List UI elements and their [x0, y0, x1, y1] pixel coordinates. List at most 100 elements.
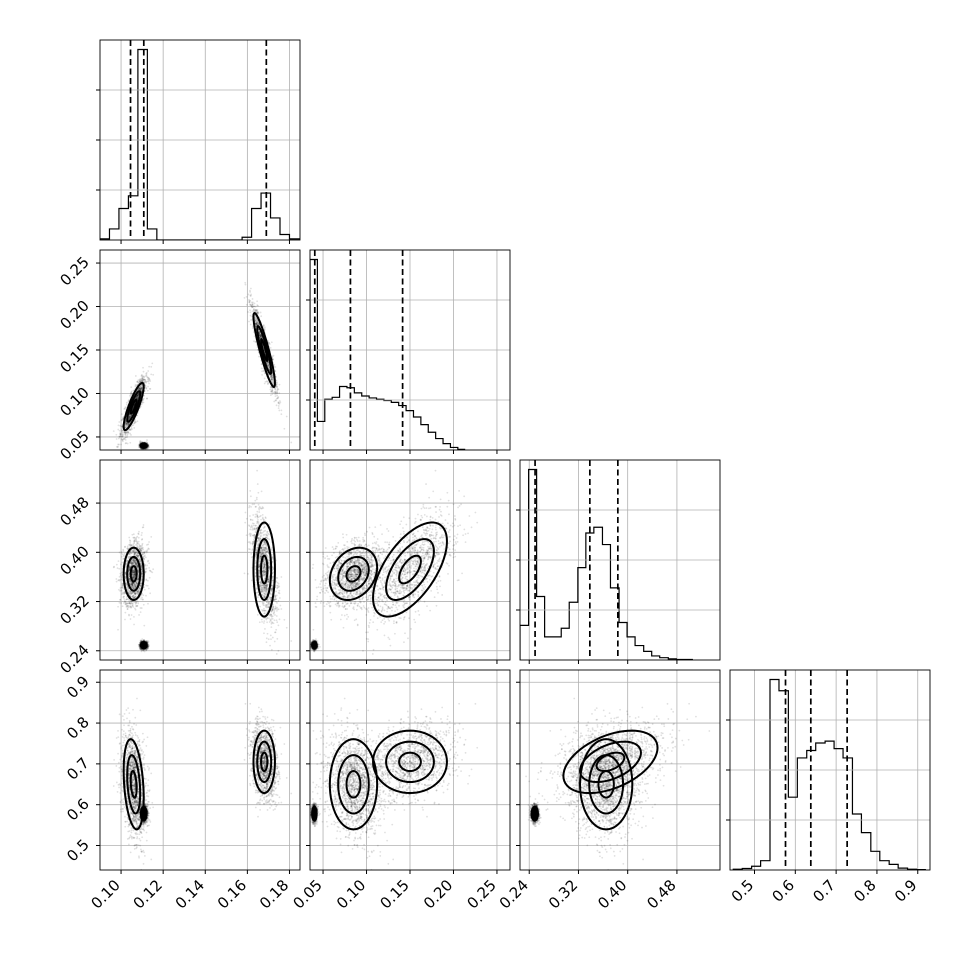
- sample-point: [266, 361, 269, 364]
- sample-point: [271, 380, 274, 383]
- sample-point: [133, 573, 136, 575]
- sample-point: [276, 391, 279, 394]
- sample-point: [143, 564, 146, 567]
- sample-point: [134, 551, 136, 554]
- sample-point: [135, 595, 137, 597]
- sample-point: [129, 592, 132, 595]
- sample-point: [267, 363, 269, 366]
- sample-point: [256, 322, 259, 324]
- sample-point: [136, 394, 139, 396]
- sample-point: [127, 422, 130, 425]
- sample-point: [139, 548, 141, 551]
- sample-point: [261, 373, 263, 376]
- sample-point: [133, 570, 136, 572]
- sample-point: [129, 393, 132, 396]
- sample-point: [255, 309, 258, 312]
- sample-point: [129, 415, 132, 418]
- sample-point: [273, 363, 276, 366]
- sample-point: [129, 594, 132, 597]
- sample-point: [137, 396, 139, 399]
- sample-point: [125, 422, 128, 425]
- sample-point: [118, 429, 121, 432]
- sample-point: [145, 594, 147, 597]
- sample-point: [135, 540, 138, 542]
- sample-point: [134, 383, 137, 386]
- sample-point: [132, 560, 134, 563]
- sample-point: [144, 384, 147, 387]
- sample-point: [125, 403, 128, 406]
- sample-point: [249, 291, 251, 293]
- sample-point: [124, 423, 127, 426]
- sample-point: [125, 422, 128, 425]
- sample-point: [269, 394, 272, 397]
- sample-point: [124, 426, 127, 429]
- sample-point: [278, 392, 281, 395]
- sample-point: [125, 442, 128, 444]
- sample-point: [146, 380, 149, 383]
- sample-point: [136, 395, 139, 398]
- sample-point: [256, 300, 259, 303]
- sample-point: [148, 382, 150, 385]
- sample-point: [142, 401, 145, 404]
- sample-point: [253, 340, 255, 343]
- sample-point: [124, 407, 126, 410]
- sample-point: [142, 378, 145, 381]
- sample-point: [122, 418, 124, 421]
- sample-point: [124, 422, 127, 425]
- sample-point: [132, 424, 135, 427]
- sample-point: [131, 585, 133, 587]
- sample-point: [146, 548, 149, 551]
- sample-point: [136, 564, 138, 567]
- sample-point: [132, 585, 135, 587]
- sample-point: [135, 590, 138, 593]
- sample-point: [148, 576, 151, 579]
- sample-point: [274, 388, 276, 390]
- sample-point: [122, 558, 124, 560]
- sample-point: [121, 438, 124, 441]
- sample-point: [144, 381, 147, 383]
- sample-point: [148, 566, 151, 569]
- sample-point: [117, 628, 119, 631]
- sample-point: [127, 423, 130, 425]
- sample-point: [254, 318, 257, 321]
- sample-point: [121, 435, 124, 438]
- sample-point: [138, 442, 141, 445]
- sample-point: [255, 323, 257, 326]
- sample-point: [128, 429, 131, 431]
- sample-point: [269, 376, 272, 379]
- sample-point: [136, 555, 139, 558]
- sample-point: [126, 436, 128, 439]
- sample-point: [120, 438, 123, 440]
- sample-point: [133, 573, 135, 576]
- sample-point: [269, 388, 272, 391]
- sample-point: [140, 565, 143, 568]
- sample-point: [138, 444, 141, 446]
- sample-point: [140, 388, 142, 391]
- sample-point: [143, 378, 146, 381]
- sample-point: [143, 378, 146, 381]
- sample-point: [270, 386, 273, 389]
- sample-point: [136, 546, 139, 549]
- sample-point: [136, 551, 138, 554]
- sample-point: [129, 579, 131, 581]
- sample-point: [266, 362, 269, 365]
- sample-point: [137, 567, 139, 570]
- sample-point: [128, 417, 131, 419]
- sample-point: [141, 378, 143, 381]
- sample-point: [120, 551, 123, 553]
- sample-point: [135, 605, 138, 608]
- sample-point: [253, 308, 255, 311]
- sample-point: [257, 304, 259, 307]
- sample-point: [249, 311, 252, 314]
- sample-point: [259, 335, 262, 338]
- sample-point: [138, 446, 140, 449]
- sample-point: [136, 380, 139, 383]
- sample-point: [136, 568, 139, 571]
- sample-point: [131, 559, 134, 562]
- sample-point: [274, 391, 277, 394]
- sample-point: [131, 582, 134, 585]
- sample-point: [119, 587, 122, 589]
- contours: [122, 312, 276, 449]
- sample-point: [260, 315, 263, 318]
- sample-point: [115, 445, 118, 448]
